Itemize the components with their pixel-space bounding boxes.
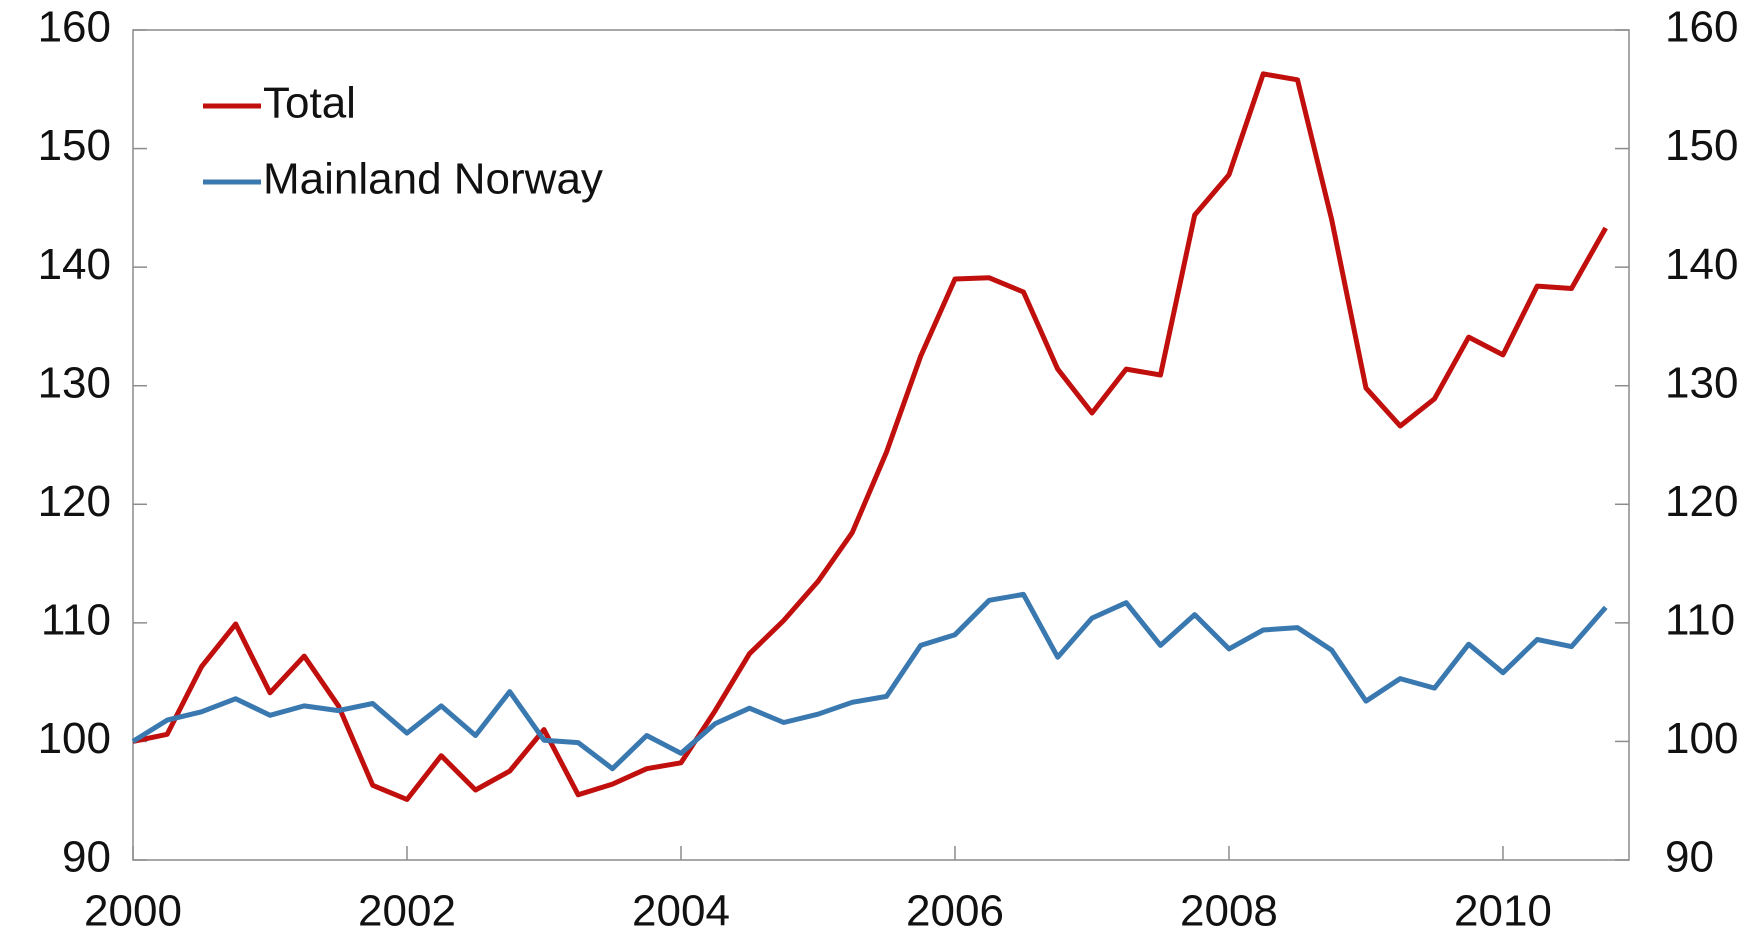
y2-tick-label: 160	[1665, 3, 1738, 52]
x-tick-label: 2004	[632, 887, 730, 936]
y-tick-label: 140	[38, 240, 111, 289]
y2-tick-label: 150	[1665, 121, 1738, 170]
x-tick-label: 2000	[84, 887, 182, 936]
x-tick-label: 2006	[906, 887, 1004, 936]
y2-tick-label: 110	[1665, 595, 1735, 644]
y2-tick-label: 100	[1665, 714, 1738, 763]
y2-tick-label: 120	[1665, 477, 1738, 526]
y-tick-label: 100	[38, 714, 111, 763]
y2-tick-label: 130	[1665, 358, 1738, 407]
legend-label: Mainland Norway	[263, 155, 603, 204]
y-tick-label: 150	[38, 121, 111, 170]
series-line	[131, 591, 1608, 772]
x-tick-label: 2010	[1454, 887, 1552, 936]
plot-frame	[132, 29, 1630, 861]
legend-label: Total	[263, 79, 356, 128]
y-tick-label: 130	[38, 358, 111, 407]
y2-tick-label: 90	[1665, 833, 1714, 882]
y-tick-label: 110	[41, 595, 111, 644]
x-tick-label: 2002	[358, 887, 456, 936]
y-tick-label: 90	[62, 833, 111, 882]
y2-tick-label: 140	[1665, 240, 1738, 289]
series-line	[132, 71, 1608, 802]
y-tick-label: 120	[38, 477, 111, 526]
y-tick-label: 160	[38, 3, 111, 52]
x-tick-label: 2008	[1180, 887, 1278, 936]
